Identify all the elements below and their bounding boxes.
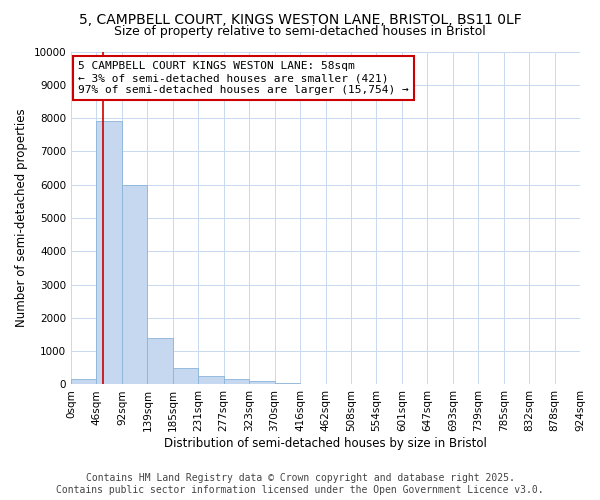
Bar bbox=[122, 184, 148, 384]
Text: Contains HM Land Registry data © Crown copyright and database right 2025.
Contai: Contains HM Land Registry data © Crown c… bbox=[56, 474, 544, 495]
Y-axis label: Number of semi-detached properties: Number of semi-detached properties bbox=[15, 108, 28, 328]
Bar bbox=[97, 122, 122, 384]
Bar bbox=[249, 381, 275, 384]
Bar bbox=[224, 380, 249, 384]
X-axis label: Distribution of semi-detached houses by size in Bristol: Distribution of semi-detached houses by … bbox=[164, 437, 487, 450]
Bar bbox=[173, 368, 198, 384]
Text: 5 CAMPBELL COURT KINGS WESTON LANE: 58sqm
← 3% of semi-detached houses are small: 5 CAMPBELL COURT KINGS WESTON LANE: 58sq… bbox=[78, 62, 409, 94]
Bar bbox=[198, 376, 224, 384]
Text: 5, CAMPBELL COURT, KINGS WESTON LANE, BRISTOL, BS11 0LF: 5, CAMPBELL COURT, KINGS WESTON LANE, BR… bbox=[79, 12, 521, 26]
Bar bbox=[275, 383, 300, 384]
Bar bbox=[148, 338, 173, 384]
Bar bbox=[71, 380, 97, 384]
Text: Size of property relative to semi-detached houses in Bristol: Size of property relative to semi-detach… bbox=[114, 25, 486, 38]
